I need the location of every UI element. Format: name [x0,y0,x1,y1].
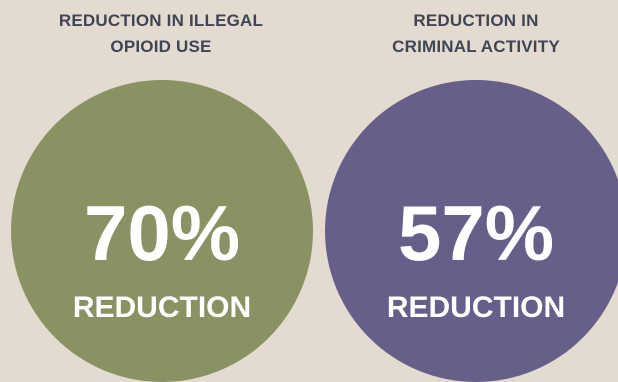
right-caption: REDUCTION [386,291,566,324]
right-heading-line1: REDUCTION IN [413,11,539,30]
left-heading: REDUCTION IN ILLEGAL OPIOID USE [18,8,304,60]
right-heading: REDUCTION IN CRIMINAL ACTIVITY [330,8,618,60]
right-stat-circle [325,80,618,382]
left-percentage: 70% [83,189,241,277]
left-caption: REDUCTION [72,291,252,324]
right-heading-line2: CRIMINAL ACTIVITY [392,37,560,56]
left-heading-line2: OPIOID USE [110,37,212,56]
left-stat-circle [11,80,313,382]
left-heading-line1: REDUCTION IN ILLEGAL [58,11,264,30]
right-percentage: 57% [397,189,555,277]
